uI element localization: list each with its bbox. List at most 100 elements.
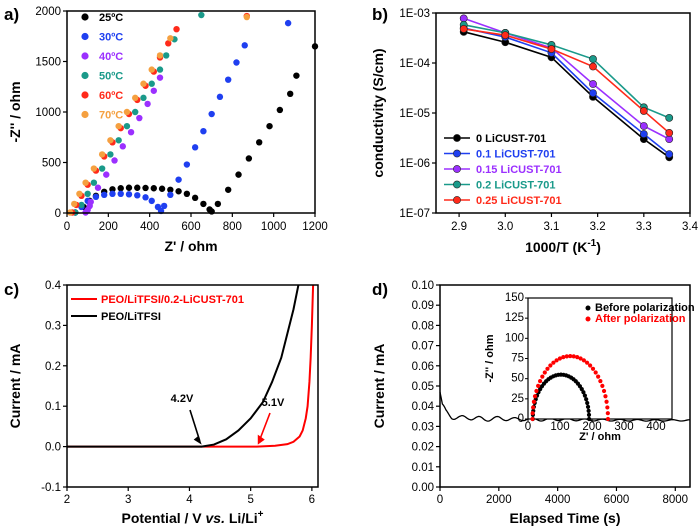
inset-data-point [601,388,607,394]
legend-label: 50ºC [99,71,123,83]
plot-frame [435,12,691,214]
inset-data-point [582,393,588,398]
data-point [132,108,139,116]
data-point [589,89,597,98]
panel-label: a) [4,5,19,24]
inset-data-point [585,404,591,409]
data-point [459,25,468,33]
legend-marker [453,134,461,142]
data-point [501,31,510,40]
legend-label: 70ºC [99,110,123,122]
y-tick-label: 0.10 [412,280,434,292]
x-tick-label: 8000 [662,494,688,506]
inset-data-point [584,360,590,365]
data-point [98,151,106,158]
legend-label: 60ºC [99,90,123,102]
inset-data-point [538,378,543,384]
y-tick-label: 0.07 [412,341,434,353]
y-tick-label: 0.1 [45,401,61,413]
inset-x-tick-label: 200 [582,421,601,433]
series-line [463,17,670,140]
inset-data-point [578,356,583,361]
inset-y-tick-label: 100 [505,332,524,344]
data-point [90,179,98,186]
inset-y-axis-label: -Z'' / ohm [484,334,496,382]
inset-data-point [571,354,576,359]
annotation-arrowhead [193,435,202,445]
inset-y-tick-label: 50 [511,373,524,385]
series-line [463,24,670,119]
inset-data-point [579,387,584,392]
data-point [191,194,199,202]
x-tick-label: 2 [64,494,70,506]
legend-marker [453,180,461,189]
y-axis-label: -Z'' / ohm [7,81,23,142]
x-tick-label: 200 [99,221,118,233]
legend-label: 0.15 LiCUST-701 [476,164,562,176]
x-tick-label: 3.0 [497,221,513,233]
inset-data-point [532,394,538,399]
data-point [82,179,89,186]
data-point [639,130,648,138]
x-tick-label: 6000 [604,494,630,506]
x-tick-label: 1000 [261,221,287,233]
inset-data-point [605,411,610,416]
data-point [156,52,164,59]
data-point [208,110,215,118]
data-point [183,190,191,198]
y-tick-label: 0.01 [412,462,434,474]
inset-data-point [588,363,593,368]
inset-x-tick-label: 400 [646,421,665,433]
x-tick-label: 600 [181,221,200,233]
y-tick-label: 2000 [35,6,61,18]
y-tick-label: 0.03 [412,421,434,433]
y-tick-label: 0.2 [45,361,61,373]
inset-data-point [581,358,586,363]
plot-frame [66,284,319,488]
data-point [156,74,164,81]
inset-data-point [596,374,601,379]
x-tick-label: 3.2 [590,221,606,233]
inset-data-point [548,363,553,368]
inset-data-point [542,370,547,375]
y-tick-label: 0.3 [45,320,61,332]
data-point [123,122,131,130]
inset-data-point [598,378,603,384]
data-point [125,184,133,191]
y-tick-label: -0.1 [41,482,61,494]
legend-label: PEO/LiTFSI/0.2-LiCUST-701 [101,294,244,306]
data-point [183,161,191,168]
data-point [103,171,110,178]
inset-data-point [605,416,611,422]
y-axis-label: Current / mA [371,344,387,429]
inset-data-point [600,383,605,388]
x-tick-label: 4000 [545,494,571,506]
legend-label: PEO/LiTFSI [101,311,161,323]
inset-data-point [587,416,592,422]
inset-data-point [545,366,550,371]
x-tick-label: 5 [247,494,253,506]
data-point [107,137,114,144]
data-point [665,150,674,159]
inset-data-point [536,383,541,388]
x-tick-label: 400 [140,221,159,233]
legend-marker [81,71,89,80]
data-point [245,155,253,162]
data-point [266,122,273,130]
data-point [109,186,116,193]
data-point [160,202,168,210]
inset-legend-label: Before polarization [595,302,695,314]
data-point [167,191,174,199]
panel-label: b) [372,5,388,24]
data-point [140,94,147,102]
legend-label: 0.25 LiCUST-701 [476,195,562,207]
y-tick-label: 0 [55,208,61,220]
annotation-label: 4.2V [171,393,194,405]
inset-data-point [561,355,566,360]
data-point [200,127,207,135]
x-axis-label: Z' / ohm [164,238,217,254]
inset-data-point [585,400,590,406]
data-point [111,157,118,164]
data-point [142,184,149,192]
data-point [140,80,147,87]
